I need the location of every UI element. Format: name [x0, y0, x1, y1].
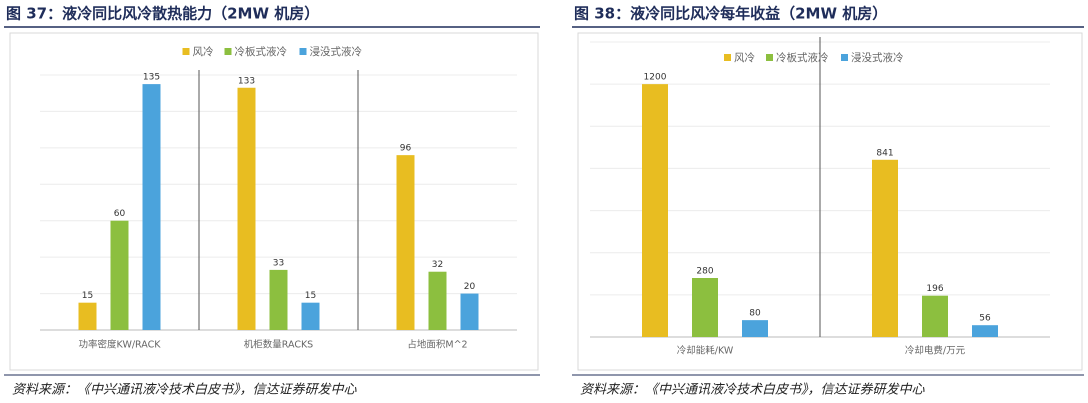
legend-swatch [841, 54, 848, 61]
bar [142, 84, 161, 330]
bar [396, 155, 415, 330]
bar [460, 293, 479, 330]
bar [428, 271, 447, 330]
x-tick-label: 冷却能耗/KW [677, 345, 734, 357]
chart-title: 图 38：液冷同比风冷每年收益（2MW 机房） [574, 5, 887, 23]
bar [110, 220, 129, 330]
value-label: 20 [464, 282, 476, 292]
source: 资料来源：《中兴通讯液冷技术白皮书》，信达证券研发中心 [580, 383, 926, 398]
value-label: 60 [114, 209, 126, 219]
bar [237, 87, 256, 330]
value-label: 96 [400, 144, 412, 154]
legend-swatch [224, 48, 232, 55]
value-label: 80 [749, 309, 761, 319]
legend-swatch [299, 48, 307, 55]
bar [972, 325, 998, 337]
legend-label: 浸没式液冷 [851, 51, 904, 64]
bar [301, 302, 320, 330]
bar [269, 269, 288, 330]
value-label: 280 [696, 267, 713, 277]
x-tick-label: 占地面积M^2 [407, 339, 467, 351]
x-tick-label: 功率密度KW/RACK [79, 339, 162, 351]
x-tick-label: 冷却电费/万元 [905, 345, 966, 357]
legend-label: 浸没式液冷 [310, 45, 363, 58]
bar [78, 302, 97, 330]
bar [642, 84, 668, 338]
plot-frame [577, 32, 1083, 371]
bar [692, 278, 718, 337]
source: 资料来源：《中兴通讯液冷技术白皮书》，信达证券研发中心 [12, 383, 358, 398]
legend-label: 风冷 [193, 45, 214, 58]
value-label: 15 [82, 291, 93, 301]
value-label: 196 [926, 284, 943, 294]
legend-swatch [766, 54, 773, 61]
bar [742, 320, 768, 337]
value-label: 32 [432, 260, 443, 270]
value-label: 135 [143, 73, 160, 83]
value-label: 56 [979, 314, 991, 324]
value-label: 133 [238, 76, 255, 86]
legend-swatch [182, 48, 190, 55]
value-label: 1200 [644, 73, 667, 83]
value-label: 841 [876, 148, 893, 158]
legend-label: 冷板式液冷 [776, 51, 829, 64]
value-label: 15 [305, 291, 316, 301]
legend-swatch [724, 54, 731, 61]
plot-frame [9, 32, 539, 371]
x-tick-label: 机柜数量RACKS [244, 339, 313, 351]
legend-label: 风冷 [734, 51, 755, 64]
value-label: 33 [273, 258, 284, 268]
bar [922, 295, 948, 337]
legend-label: 冷板式液冷 [235, 45, 288, 58]
chart-title: 图 37：液冷同比风冷散热能力（2MW 机房） [6, 5, 319, 23]
bar [872, 159, 898, 337]
